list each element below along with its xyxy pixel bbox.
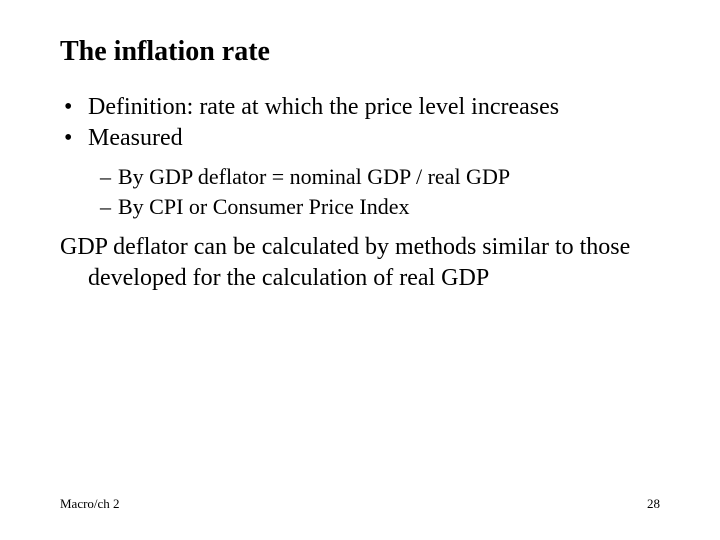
slide-footer: Macro/ch 2 28: [60, 496, 660, 512]
body-paragraph: GDP deflator can be calculated by method…: [60, 232, 660, 294]
bullet-text: Measured: [88, 125, 183, 151]
footer-left: Macro/ch 2: [60, 496, 120, 512]
slide-title: The inflation rate: [60, 36, 660, 68]
bullet-item: Measured: [60, 123, 660, 154]
sub-bullet-text: By CPI or Consumer Price Index: [118, 194, 409, 219]
bullet-list: Definition: rate at which the price leve…: [60, 92, 660, 154]
bullet-item: Definition: rate at which the price leve…: [60, 92, 660, 123]
sub-bullet-item: By CPI or Consumer Price Index: [60, 192, 660, 222]
footer-right: 28: [647, 496, 660, 512]
sub-bullet-list: By GDP deflator = nominal GDP / real GDP…: [60, 162, 660, 221]
sub-bullet-text: By GDP deflator = nominal GDP / real GDP: [118, 164, 510, 189]
sub-bullet-item: By GDP deflator = nominal GDP / real GDP: [60, 162, 660, 192]
bullet-text: Definition: rate at which the price leve…: [88, 94, 559, 120]
